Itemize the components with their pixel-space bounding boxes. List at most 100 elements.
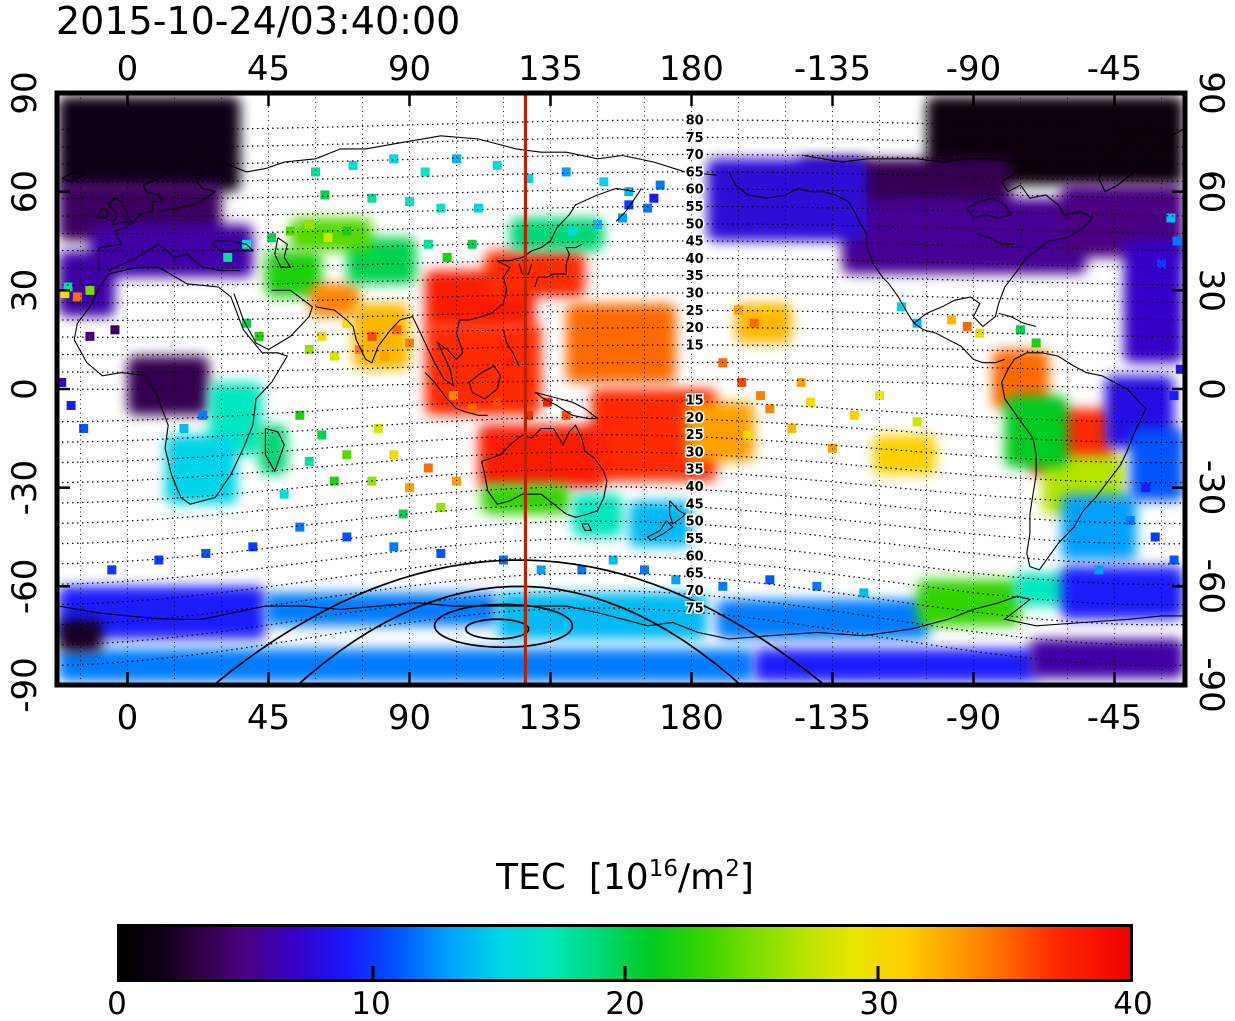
- contour-line: [57, 326, 1185, 338]
- tec-patch: [58, 586, 266, 639]
- contour-label: 70: [686, 148, 704, 163]
- lat-tick-label-left: 90: [5, 71, 45, 114]
- tec-cell: [317, 331, 327, 341]
- tec-cell: [320, 190, 330, 200]
- contour-line: [57, 309, 1185, 321]
- coastline-path: [966, 197, 1012, 219]
- tec-patch: [572, 494, 623, 537]
- colorbar-tick: [371, 966, 374, 979]
- tec-cell: [524, 410, 534, 420]
- colorbar-tick-label: 20: [605, 986, 645, 1021]
- coastline-path: [976, 233, 1015, 245]
- lon-tick-label-top: -90: [946, 49, 1002, 89]
- contour-line: [57, 257, 1185, 269]
- tec-cell: [60, 289, 70, 299]
- tec-cell: [452, 476, 461, 486]
- lat-tick-label-right: 60: [1191, 170, 1231, 213]
- tec-cell: [718, 581, 728, 591]
- lon-tick-label-bottom: 90: [388, 698, 431, 738]
- tec-patch: [1004, 395, 1068, 468]
- tec-cell: [505, 358, 515, 368]
- tec-cell: [896, 302, 906, 312]
- lat-tick-label-right: -60: [1191, 559, 1231, 615]
- tec-patch: [735, 303, 792, 343]
- coastline-path: [581, 523, 593, 531]
- tec-patch: [685, 402, 755, 462]
- colorbar-title-exponent: 16: [648, 856, 678, 882]
- tec-cell: [1125, 516, 1135, 526]
- contour-line: [57, 274, 1185, 286]
- lon-tick-label-top: 0: [117, 49, 139, 89]
- tec-cell: [787, 423, 797, 433]
- tec-cell: [893, 450, 903, 460]
- lat-tick-label-left: 0: [5, 378, 45, 400]
- coastline-path: [264, 427, 285, 473]
- tec-patch: [127, 356, 209, 416]
- contour-line: [57, 240, 1185, 252]
- tec-cell: [649, 193, 659, 203]
- contour-line: [57, 361, 1185, 373]
- lon-tick-label-top: 90: [388, 49, 431, 89]
- colorbar-tick: [623, 966, 627, 979]
- contour-line: [57, 416, 1185, 443]
- coastline-path: [1001, 352, 1147, 571]
- tec-data-layer: [57, 96, 1185, 682]
- tec-cell: [342, 318, 352, 328]
- tec-cell: [436, 548, 446, 558]
- contour-label: 30: [686, 445, 704, 460]
- tec-cell: [859, 588, 869, 598]
- tec-cell: [242, 318, 252, 328]
- contour-line: [57, 451, 1185, 484]
- contour-label: 45: [686, 498, 704, 513]
- tec-cell: [643, 203, 653, 213]
- tec-cell: [304, 345, 314, 355]
- tec-patch: [478, 425, 604, 488]
- tec-patch: [309, 283, 360, 317]
- tec-cell: [85, 331, 95, 341]
- contour-label: 75: [686, 602, 704, 617]
- tec-cell: [254, 331, 264, 341]
- tec-cell: [828, 443, 837, 453]
- tec-cell: [599, 177, 609, 187]
- contour-label: 65: [686, 165, 704, 180]
- coastline-path: [468, 365, 501, 400]
- contour-line: [57, 486, 1185, 525]
- tec-cell: [66, 400, 76, 410]
- tec-patch: [425, 323, 542, 416]
- colorbar-tick: [876, 966, 879, 979]
- lat-tick-label-left: 60: [5, 170, 45, 213]
- tec-cell: [342, 226, 352, 236]
- tec-cell: [536, 565, 546, 575]
- tec-cell: [608, 555, 618, 565]
- tec-cell: [467, 404, 477, 414]
- tec-cell: [875, 391, 884, 401]
- tec-cell: [348, 160, 358, 170]
- contour-label: 40: [686, 480, 704, 495]
- contour-label: 30: [686, 286, 704, 301]
- tec-cell: [1094, 565, 1104, 575]
- tec-cell: [737, 377, 747, 387]
- tec-cell: [624, 200, 634, 210]
- tec-cell: [267, 233, 277, 243]
- tec-cell: [1031, 338, 1041, 348]
- tec-cell: [743, 430, 753, 440]
- tec-cell: [323, 233, 333, 243]
- tec-cell: [392, 325, 402, 335]
- contour-label: 25: [686, 304, 704, 319]
- contour-label: 75: [686, 131, 704, 146]
- lon-tick-label-top: 45: [247, 49, 290, 89]
- tec-cell: [304, 220, 314, 230]
- tec-cell: [405, 483, 414, 493]
- colorbar-title-text: TEC [10: [496, 857, 649, 898]
- coastline-path: [804, 154, 1094, 304]
- tec-cell: [765, 575, 775, 585]
- tec-cell: [1172, 236, 1182, 246]
- colorbar: [117, 924, 1133, 982]
- tec-cell: [912, 417, 922, 427]
- contour-line: [57, 538, 1185, 585]
- tec-patch: [716, 599, 930, 639]
- tec-cell: [812, 581, 822, 591]
- tec-cell: [492, 160, 502, 170]
- tec-cell: [912, 318, 922, 328]
